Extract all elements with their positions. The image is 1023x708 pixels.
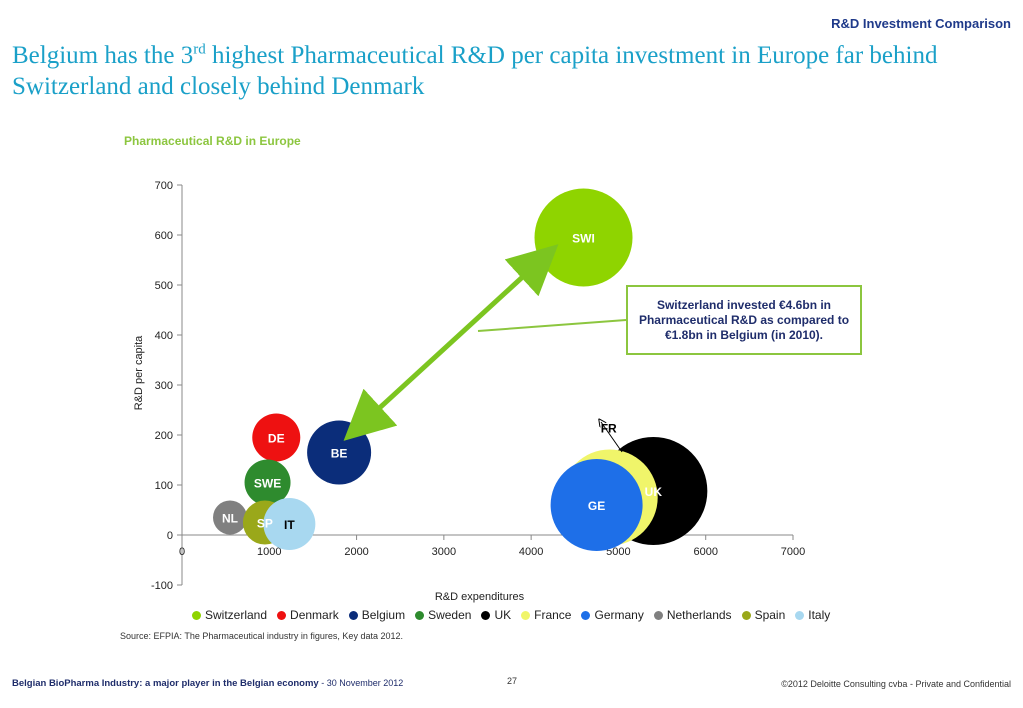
footer-title: Belgian BioPharma Industry: a major play… [12,678,403,689]
bubble-label-belgium: BE [331,447,348,461]
y-tick-label: 0 [167,530,173,542]
x-tick-label: 0 [179,546,185,558]
legend-label: France [534,608,572,622]
bubble-netherlands [213,500,248,535]
legend-label: Spain [754,608,786,622]
bubble-label-sweden: SWE [254,477,281,491]
source-note: Source: EFPIA: The Pharmaceutical indust… [120,631,403,641]
legend-item-switzerland: Switzerland [192,608,267,622]
legend-item-sweden: Sweden [415,608,471,622]
bubble-label-denmark: DE [268,432,285,446]
legend-label: Belgium [361,608,406,622]
legend-swatch [795,610,805,620]
footer-presentation-title: Belgian BioPharma Industry: a major play… [12,678,319,689]
slide-title: Belgium has the 3rd highest Pharmaceutic… [12,40,1002,102]
legend-item-france: France [521,608,571,622]
bubble-sweden [244,459,291,506]
callout-box: Switzerland invested €4.6bn in Pharmaceu… [626,285,862,355]
x-tick-label: 4000 [519,546,543,558]
section-header: R&D Investment Comparison [831,16,1011,31]
y-tick-label: 600 [155,230,173,242]
x-tick-label: 3000 [432,546,456,558]
legend-swatch [277,610,287,620]
footer-date: - 30 November 2012 [318,678,404,688]
chart-legend: Switzerland Denmark Belgium Sweden UK France G… [192,608,830,622]
y-tick-label: 100 [155,480,173,492]
copyright: ©2012 Deloitte Consulting cvba - Private… [781,679,1011,689]
legend-item-germany: Germany [581,608,644,622]
legend-item-uk: UK [481,608,511,622]
legend-swatch [741,610,751,620]
bubble-switzerland [534,188,633,287]
legend-swatch [481,610,491,620]
legend-label: Netherlands [666,608,732,622]
y-tick-label: -100 [151,580,173,592]
legend-item-spain: Spain [741,608,786,622]
switzerland-belgium-arrow [343,244,559,441]
bubble-label-netherlands: NL [222,512,238,526]
france-pointer-arrow [601,422,623,453]
y-tick-label: 200 [155,430,173,442]
bubble-label-germany: GE [588,499,605,513]
bubble-denmark [252,413,301,462]
legend-label: Denmark [290,608,339,622]
x-tick-label: 7000 [781,546,805,558]
x-tick-label: 2000 [344,546,368,558]
y-tick-label: 500 [155,280,173,292]
x-tick-label: 6000 [693,546,717,558]
legend-swatch [415,610,425,620]
legend-label: Germany [594,608,644,622]
page-number: 27 [507,676,518,686]
legend-label: Italy [808,608,831,622]
legend-swatch [348,610,358,620]
legend-label: Sweden [428,608,472,622]
legend-label: Switzerland [205,608,268,622]
y-tick-label: 700 [155,180,173,192]
x-axis-label: R&D expenditures [435,591,525,603]
legend-swatch [521,610,531,620]
y-tick-label: 400 [155,330,173,342]
legend-label: UK [494,608,512,622]
bubble-label-uk: UK [645,485,663,499]
bubble-label-spain: SP [257,517,273,531]
legend-item-belgium: Belgium [348,608,406,622]
y-axis-label: R&D per capita [133,335,145,410]
chart-title: Pharmaceutical R&D in Europe [124,134,301,148]
x-tick-label: 1000 [257,546,281,558]
title-superscript: rd [193,41,206,58]
bubble-label-switzerland: SWI [572,232,595,246]
callout-pointer-line [477,319,627,332]
title-part-1: Belgium has the 3 [12,42,194,69]
title-part-2: highest Pharmaceutical R&D per capita in… [12,42,938,100]
legend-swatch [581,610,591,620]
y-tick-label: 300 [155,380,173,392]
bubble-italy [263,498,316,550]
bubble-germany [550,459,643,551]
bubble-label-italy: IT [284,518,295,532]
legend-item-denmark: Denmark [277,608,339,622]
x-tick-label: 5000 [606,546,630,558]
legend-swatch [653,610,663,620]
legend-swatch [192,610,201,620]
legend-item-netherlands: Netherlands [653,608,732,622]
legend-item-italy: Italy [795,608,830,622]
